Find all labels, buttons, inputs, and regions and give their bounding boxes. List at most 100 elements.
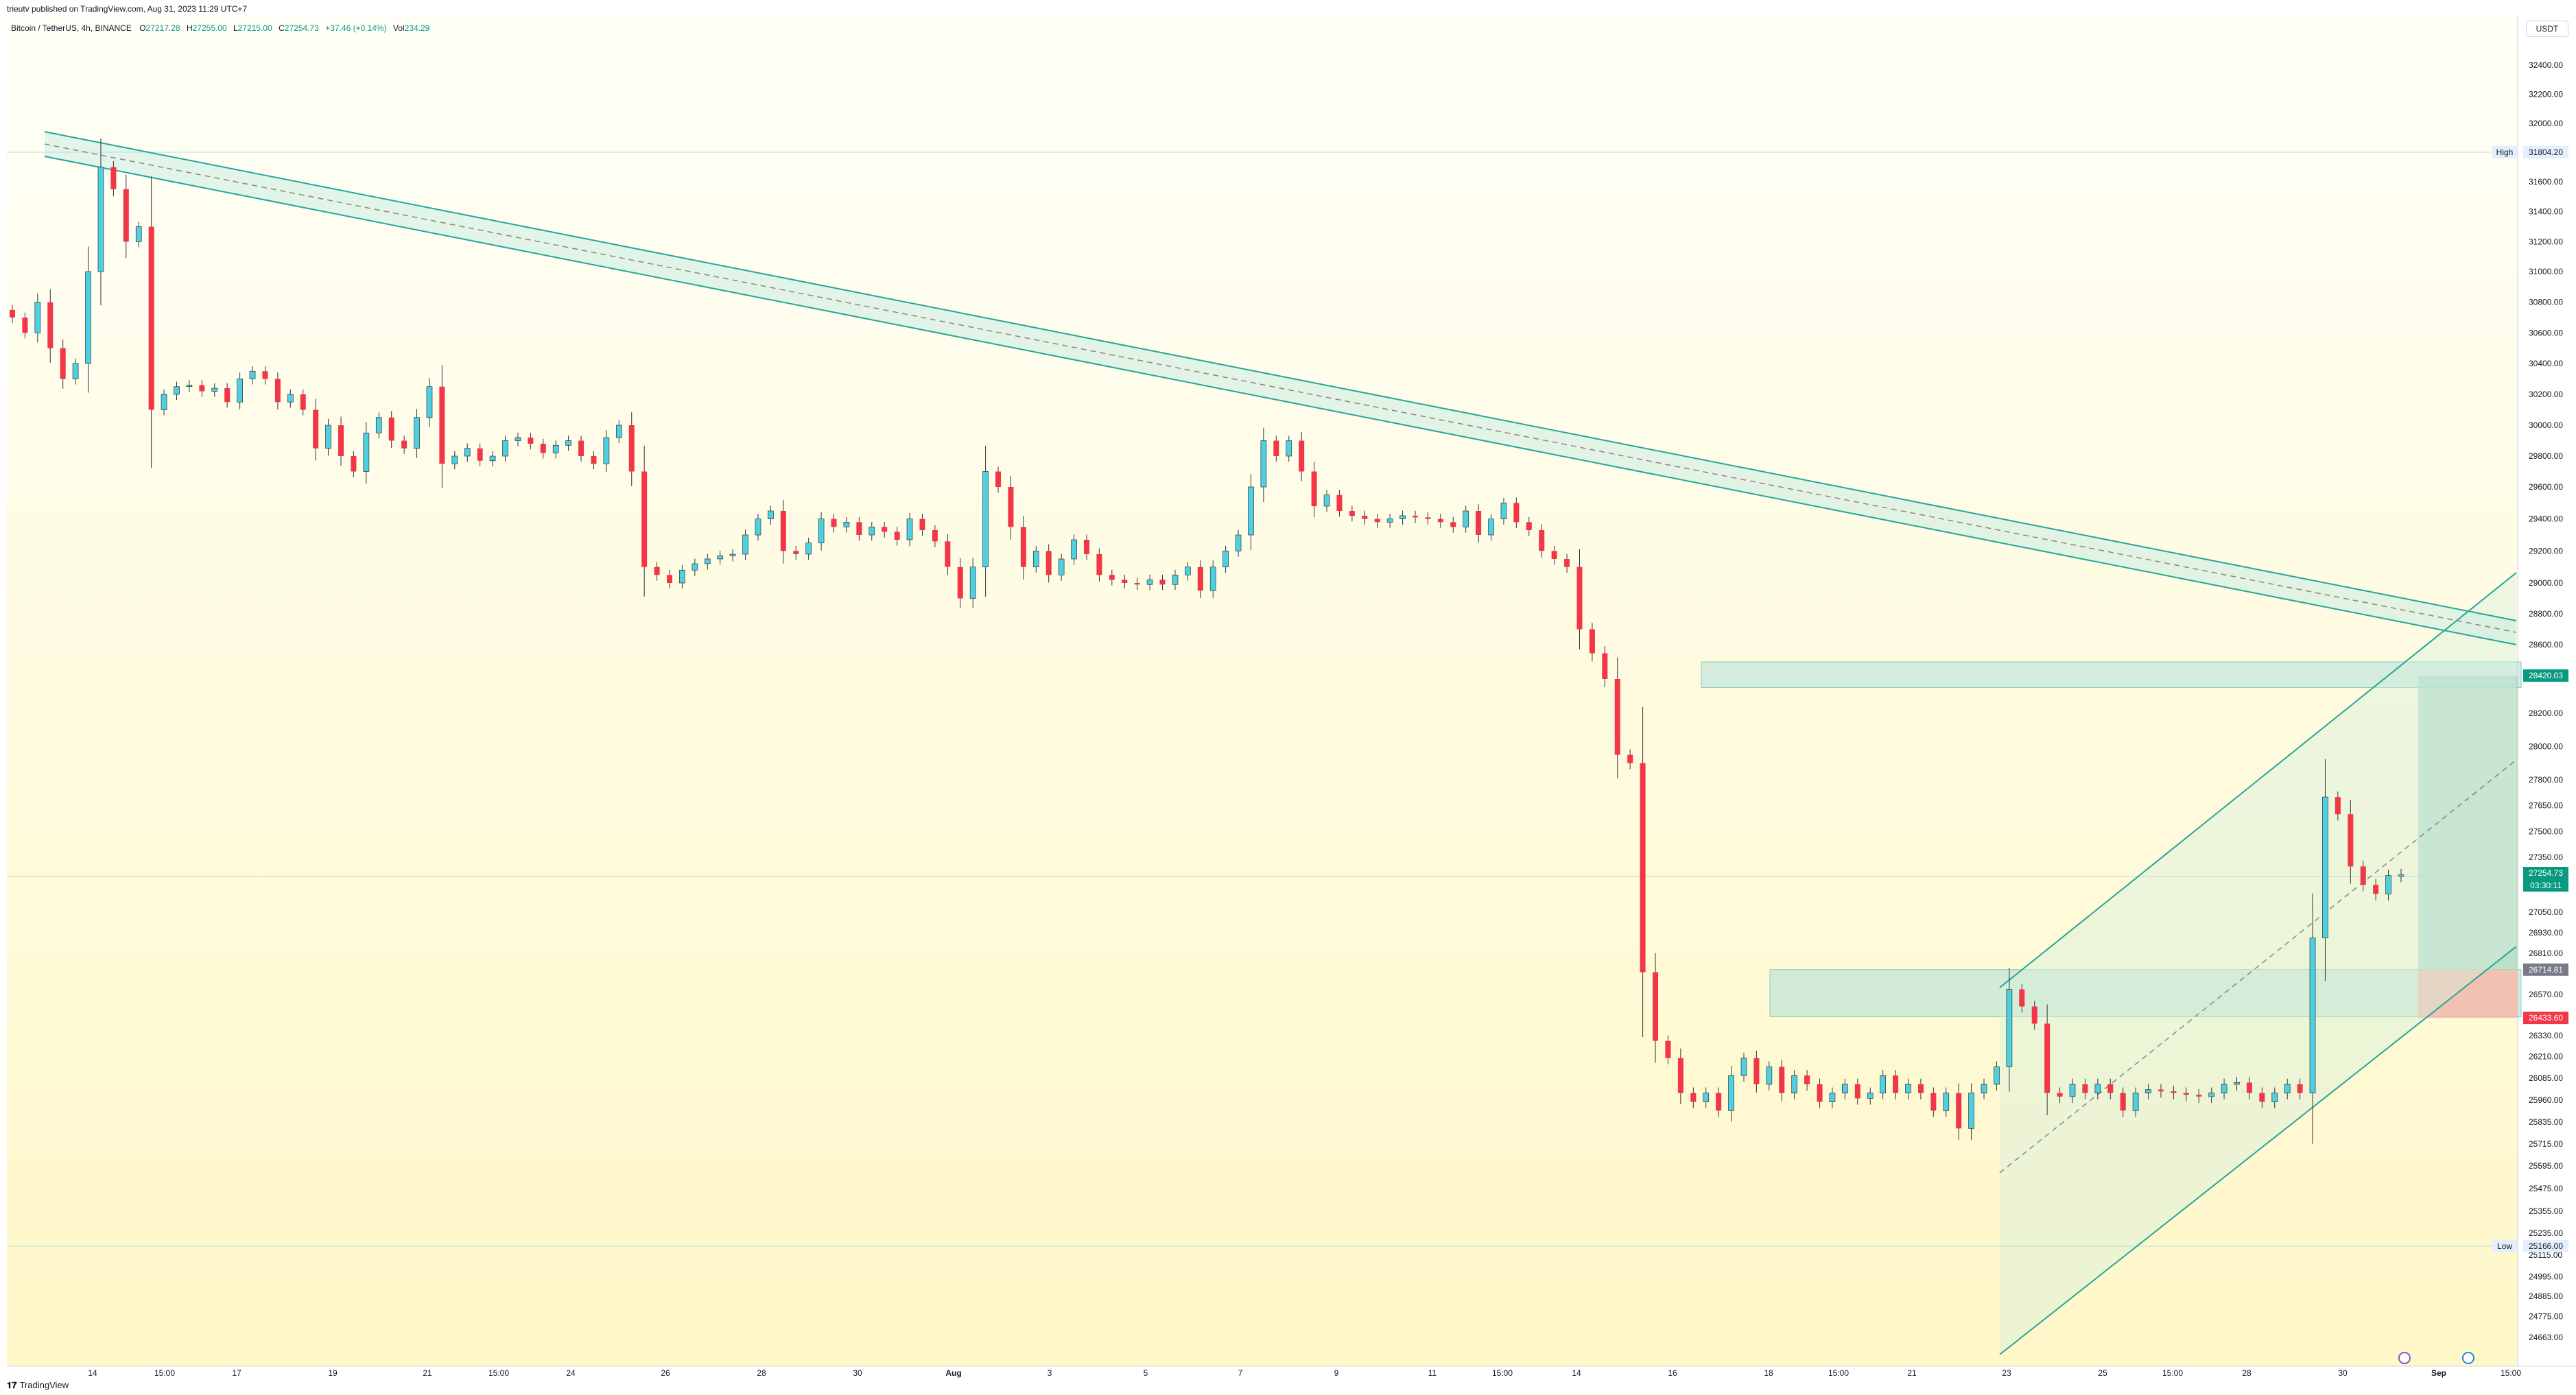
- candle-down: [932, 530, 938, 542]
- candle-down: [1425, 517, 1431, 519]
- price-tick-label: 25475.00: [2529, 1184, 2563, 1193]
- candle-down: [831, 518, 837, 527]
- low-badge-tag-text: Low: [2497, 1241, 2512, 1251]
- candle-down: [47, 302, 54, 348]
- candle-down: [2120, 1093, 2126, 1111]
- candle-down: [1640, 763, 1646, 973]
- candle-down: [1627, 754, 1633, 763]
- entry-badge: [2523, 963, 2568, 976]
- price-tick-label: 28800.00: [2529, 609, 2563, 619]
- candle-down: [1564, 559, 1570, 567]
- candle-down: [1539, 530, 1545, 551]
- candle-down: [641, 471, 648, 567]
- price-tick-label: 24885.00: [2529, 1291, 2563, 1301]
- time-tick-label: 23: [2002, 1368, 2011, 1378]
- time-tick-label: 14: [88, 1368, 97, 1378]
- candle-down: [300, 394, 306, 410]
- price-tick-label: 24663.00: [2529, 1333, 2563, 1342]
- candle-down: [1817, 1084, 1823, 1102]
- high-badge: [2523, 146, 2568, 158]
- candle-up: [1791, 1075, 1798, 1094]
- candle-up: [1981, 1084, 1987, 1094]
- candle-up: [1172, 574, 1179, 585]
- currency-button[interactable]: USDT: [2526, 21, 2568, 37]
- supply-zone: [1701, 661, 2522, 688]
- candle-up: [1766, 1066, 1773, 1085]
- candle-up: [805, 542, 812, 555]
- candle-up: [1728, 1075, 1734, 1111]
- price-tick-label: 25595.00: [2529, 1161, 2563, 1171]
- candle-up: [451, 455, 458, 464]
- candle-down: [856, 522, 862, 535]
- candle-up: [414, 417, 420, 449]
- candle-up: [768, 510, 774, 520]
- symbol-title[interactable]: Bitcoin / TetherUS, 4h, BINANCE: [11, 23, 132, 33]
- candle-down: [1614, 679, 1620, 755]
- candle-up: [287, 394, 294, 403]
- price-tick-label: 31600.00: [2529, 177, 2563, 187]
- candle-up: [2385, 875, 2391, 894]
- time-tick-label: 19: [328, 1368, 338, 1378]
- ascending-channel-median: [1999, 759, 2517, 1173]
- candle-down: [2348, 814, 2354, 867]
- stop-badge: [2523, 1012, 2568, 1025]
- high-label: H: [186, 23, 193, 33]
- time-tick-label: 9: [1334, 1368, 1339, 1378]
- candle-up: [969, 567, 976, 599]
- candle-down: [1273, 440, 1279, 456]
- candle-down: [578, 440, 584, 456]
- candle-up: [161, 394, 167, 410]
- candle-down: [388, 417, 394, 441]
- time-tick-label: Aug: [945, 1368, 961, 1378]
- volume-label: Vol: [392, 23, 405, 33]
- candle-down: [667, 575, 673, 583]
- high-badge-text: 31804.20: [2529, 147, 2563, 157]
- candle-down: [2082, 1084, 2088, 1093]
- candle-down: [2031, 1006, 2037, 1024]
- price-tick-label: 29400.00: [2529, 514, 2563, 524]
- candle-down: [2019, 989, 2025, 1007]
- candle-down: [1526, 522, 1532, 530]
- time-tick-label: 26: [661, 1368, 670, 1378]
- price-tick-label: 27800.00: [2529, 775, 2563, 785]
- candle-up: [1323, 494, 1330, 507]
- price-tick-label: 25960.00: [2529, 1095, 2563, 1105]
- candle-up: [1500, 502, 1507, 520]
- candle-up: [72, 363, 79, 379]
- price-tick-label: 25355.00: [2529, 1206, 2563, 1216]
- event-marker-icon: [2398, 1352, 2411, 1364]
- time-tick-label: 16: [1668, 1368, 1677, 1378]
- candle-up: [755, 518, 761, 536]
- candle-down: [1677, 1058, 1683, 1093]
- candle-down: [262, 371, 268, 379]
- time-tick-label: 14: [1572, 1368, 1581, 1378]
- high-badge-tag-text: High: [2496, 147, 2514, 157]
- price-tick-label: 31000.00: [2529, 267, 2563, 276]
- candle-up: [843, 521, 850, 527]
- symbol-legend: Bitcoin / TetherUS, 4h, BINANCE O27217.2…: [11, 23, 434, 33]
- candle-down: [1513, 503, 1520, 523]
- price-tick-label: 27500.00: [2529, 826, 2563, 836]
- candle-up: [615, 425, 622, 438]
- candle-up: [1968, 1093, 1974, 1129]
- candle-down: [351, 456, 357, 472]
- time-tick-label: 7: [1238, 1368, 1243, 1378]
- candle-up: [2322, 796, 2328, 938]
- candle-up: [1260, 440, 1267, 488]
- candle-up: [1488, 518, 1494, 536]
- price-tick-label: 25115.00: [2529, 1250, 2562, 1260]
- price-tick-label: 26810.00: [2529, 949, 2563, 958]
- time-tick-label: 30: [853, 1368, 862, 1378]
- candle-down: [1349, 511, 1355, 516]
- candle-down: [477, 448, 483, 461]
- candle-up: [1829, 1093, 1836, 1102]
- candle-up: [1867, 1093, 1874, 1099]
- candle-down: [957, 567, 963, 599]
- candle-down: [1690, 1093, 1697, 1102]
- last-price-badge-text: 27254.73: [2529, 868, 2563, 878]
- economic-event-icon: [2462, 1352, 2474, 1364]
- candle-up: [1248, 486, 1254, 536]
- candle-down: [1930, 1093, 1937, 1111]
- candle-up: [1235, 534, 1242, 551]
